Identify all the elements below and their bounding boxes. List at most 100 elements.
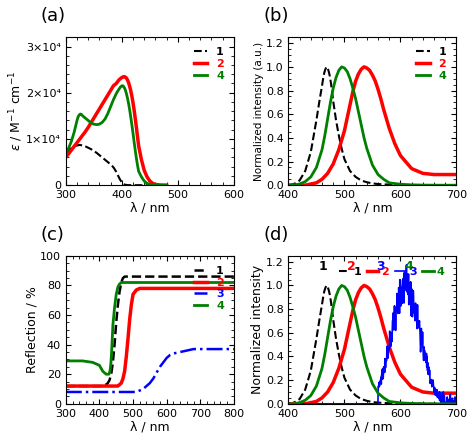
Line: 2: 2: [66, 77, 167, 185]
1: [353, 174, 358, 180]
4: [398, 400, 403, 406]
2: [94, 111, 100, 116]
4: [375, 391, 381, 396]
4: [109, 351, 114, 356]
4: [302, 398, 308, 403]
2: [125, 77, 130, 82]
2: [85, 125, 91, 130]
2: [347, 102, 353, 107]
2: [110, 83, 116, 88]
1: [198, 274, 203, 279]
4: [214, 280, 220, 285]
4: [109, 337, 115, 343]
Line: 1: 1: [66, 145, 150, 185]
1: [77, 142, 82, 147]
4: [302, 179, 308, 184]
2: [97, 106, 102, 112]
2: [144, 174, 150, 180]
1: [324, 64, 329, 70]
2: [378, 315, 383, 320]
2: [164, 183, 170, 188]
4: [118, 280, 124, 285]
1: [319, 302, 325, 307]
4: [319, 366, 325, 371]
2: [128, 88, 134, 94]
2: [345, 334, 350, 339]
1: [108, 162, 113, 167]
1: [74, 143, 80, 148]
4: [108, 361, 114, 367]
2: [375, 305, 381, 311]
1: [322, 285, 328, 290]
3: [177, 349, 183, 355]
2: [91, 116, 97, 121]
Line: 2: 2: [288, 67, 456, 185]
Text: 1: 1: [319, 260, 328, 273]
1: [409, 401, 414, 406]
2: [347, 321, 353, 326]
4: [90, 360, 96, 365]
2: [127, 317, 133, 322]
1: [181, 274, 186, 279]
1: [381, 182, 386, 187]
1: [329, 89, 335, 94]
Y-axis label: Reflection / %: Reflection / %: [26, 286, 38, 373]
1: [80, 143, 85, 148]
2: [138, 157, 144, 162]
1: [137, 274, 143, 279]
1: [118, 280, 124, 285]
1: [370, 181, 375, 186]
2: [72, 144, 77, 149]
4: [325, 335, 330, 340]
4: [106, 371, 112, 377]
1: [285, 183, 291, 188]
2: [291, 183, 297, 188]
4: [398, 182, 403, 187]
1: [214, 274, 220, 279]
2: [120, 74, 126, 80]
4: [339, 64, 345, 70]
1: [125, 183, 130, 188]
1: [63, 383, 69, 389]
3: [113, 389, 119, 395]
1: [119, 180, 125, 185]
4: [350, 304, 356, 309]
1: [122, 182, 128, 187]
2: [454, 391, 459, 396]
4: [442, 183, 448, 188]
X-axis label: λ / nm: λ / nm: [130, 420, 170, 433]
Legend: 1, 2, 3, 4: 1, 2, 3, 4: [335, 263, 449, 282]
4: [181, 280, 186, 285]
2: [353, 78, 358, 84]
Text: 3: 3: [376, 260, 384, 273]
4: [386, 399, 392, 404]
4: [198, 280, 203, 285]
Text: (b): (b): [263, 7, 289, 26]
2: [214, 286, 220, 291]
2: [117, 382, 122, 387]
2: [164, 286, 170, 291]
2: [367, 286, 373, 292]
1: [342, 157, 347, 162]
1: [291, 181, 297, 187]
1: [316, 318, 322, 323]
1: [420, 401, 426, 406]
4: [164, 280, 170, 285]
2: [135, 134, 140, 139]
1: [358, 178, 364, 183]
2: [125, 336, 131, 341]
2: [103, 383, 109, 389]
3: [147, 381, 153, 386]
2: [314, 180, 319, 186]
2: [431, 391, 437, 396]
2: [105, 92, 110, 98]
2: [373, 78, 378, 84]
2: [113, 383, 119, 389]
1: [297, 178, 302, 183]
1: [112, 342, 118, 347]
2: [147, 178, 153, 183]
2: [291, 401, 297, 407]
3: [63, 389, 69, 395]
4: [285, 183, 291, 188]
2: [115, 383, 121, 389]
